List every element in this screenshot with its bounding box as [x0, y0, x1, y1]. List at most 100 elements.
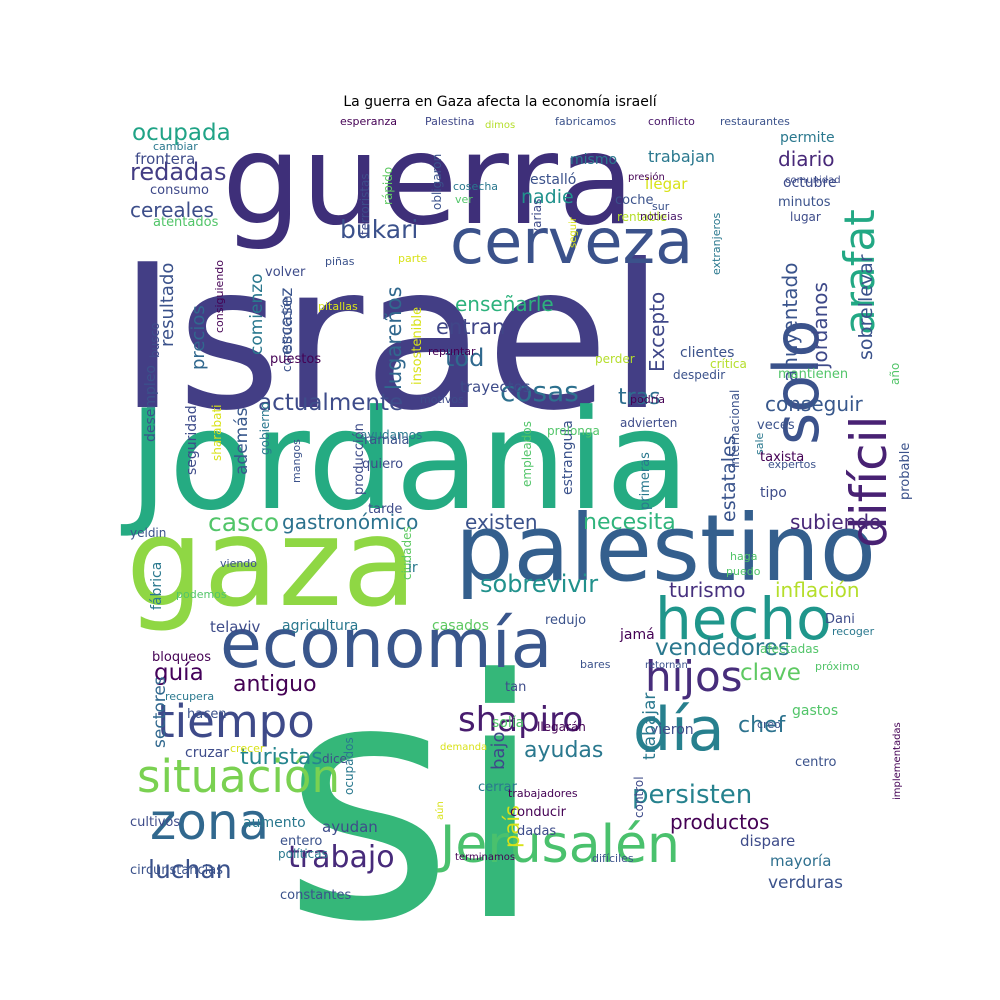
word-170: crecer: [230, 742, 265, 755]
word-89: estalló: [530, 172, 576, 188]
word-74: cambiar: [153, 140, 198, 153]
word-123: internacional: [728, 390, 742, 468]
word-151: casados: [432, 618, 489, 634]
word-103: puestos: [270, 352, 321, 367]
word-153: jamá: [619, 627, 655, 643]
word-85: llegar: [645, 175, 688, 193]
word-77: dimos: [485, 120, 515, 131]
word-71: frontera: [135, 150, 195, 168]
word-44: tod: [445, 344, 484, 372]
word-43: turismo: [669, 578, 745, 602]
word-45: entran: [436, 315, 505, 339]
word-22: luchan: [148, 855, 232, 884]
word-167: vieron: [650, 722, 694, 738]
word-166: hacen: [187, 707, 227, 722]
word-114: perder: [595, 352, 635, 366]
word-67: escasez: [277, 288, 297, 355]
word-133: ayudamos: [360, 428, 422, 442]
word-176: centro: [795, 755, 837, 770]
word-106: piñas: [325, 255, 355, 268]
word-130: estrangula: [560, 420, 576, 495]
word-92: obligaron: [430, 154, 444, 210]
word-113: extranjeros: [710, 213, 723, 275]
word-141: yeldin: [130, 526, 166, 540]
word-150: agricultura: [282, 618, 358, 634]
word-51: jordanos: [808, 282, 832, 369]
word-173: ocupados: [342, 737, 356, 795]
word-70: desempleo: [143, 365, 159, 442]
word-98: construcción: [280, 295, 294, 372]
word-120: mantienen: [778, 367, 848, 382]
word-169: cruzar: [185, 745, 229, 761]
word-165: recupera: [165, 690, 214, 703]
word-138: ramala: [364, 433, 410, 448]
word-8: hecho: [655, 585, 832, 653]
word-161: bares: [580, 658, 611, 671]
word-49: conseguir: [765, 392, 864, 416]
word-34: casco: [208, 508, 279, 537]
word-1: Jordania: [120, 380, 690, 541]
word-100: repuntar: [428, 345, 476, 358]
word-97: volver: [265, 265, 306, 280]
word-23: productos: [670, 810, 770, 834]
word-162: solía: [492, 715, 524, 731]
word-164: gastos: [792, 703, 838, 719]
word-108: parte: [398, 252, 428, 265]
word-180: cultivos: [130, 815, 180, 830]
word-53: Excepto: [645, 292, 669, 372]
word-15: situación: [137, 750, 340, 803]
word-38: guía: [154, 660, 204, 686]
word-163: llegarán: [537, 720, 586, 734]
word-42: inflación: [775, 578, 860, 602]
word-132: prolonga: [547, 424, 600, 438]
word-64: resultado: [157, 263, 178, 347]
word-127: probable: [898, 443, 913, 500]
word-134: gobierno: [258, 402, 272, 455]
word-155: recoger: [832, 625, 875, 638]
word-50: ahuyentado: [778, 263, 802, 382]
word-117: motivos: [420, 393, 464, 406]
word-191: constantes: [280, 888, 352, 903]
word-187: dadas: [517, 824, 556, 839]
word-19: cosas: [500, 375, 579, 408]
word-65: precios: [188, 305, 209, 370]
word-139: quiero: [362, 457, 403, 472]
word-11: difícil: [840, 416, 898, 548]
word-61: mayoría: [770, 852, 831, 870]
word-135: sharabati: [210, 404, 224, 461]
word-39: clave: [740, 660, 801, 686]
word-76: Palestina: [425, 115, 475, 128]
word-7: cerveza: [450, 205, 693, 278]
word-56: diario: [778, 147, 835, 171]
word-90: mismo: [570, 152, 617, 168]
word-110: presión: [628, 171, 665, 183]
word-149: telaviv: [210, 618, 261, 636]
word-122: veces: [757, 418, 795, 433]
word-156: retornan: [645, 660, 688, 671]
word-13: solo: [760, 320, 833, 445]
word-31: necesita: [583, 510, 676, 535]
word-181: aumento: [243, 815, 306, 831]
word-157: afectadas: [760, 642, 819, 656]
word-179: control: [632, 776, 646, 818]
word-182: ayudan: [322, 818, 378, 836]
word-147: fábrica: [149, 562, 165, 610]
word-29: sobrevivir: [480, 570, 598, 598]
word-25: bukari: [340, 215, 418, 244]
word-3: guerra: [222, 108, 635, 253]
word-152: redujo: [545, 613, 586, 628]
word-186: conducir: [510, 805, 567, 820]
word-68: además: [232, 407, 252, 475]
word-119: despedir: [673, 368, 725, 382]
word-159: bloqueos: [152, 650, 211, 665]
word-99: insostenible: [410, 307, 425, 385]
word-124: sale: [753, 432, 766, 455]
word-175: cerrar: [478, 780, 518, 795]
word-62: dispare: [740, 832, 795, 850]
word-52: sobrellevar: [855, 254, 877, 360]
word-66: comienzo: [247, 273, 267, 355]
word-36: ayudas: [524, 738, 603, 763]
word-94: ver: [455, 193, 473, 206]
word-131: empleados: [520, 421, 534, 487]
word-109: sur: [652, 200, 670, 213]
